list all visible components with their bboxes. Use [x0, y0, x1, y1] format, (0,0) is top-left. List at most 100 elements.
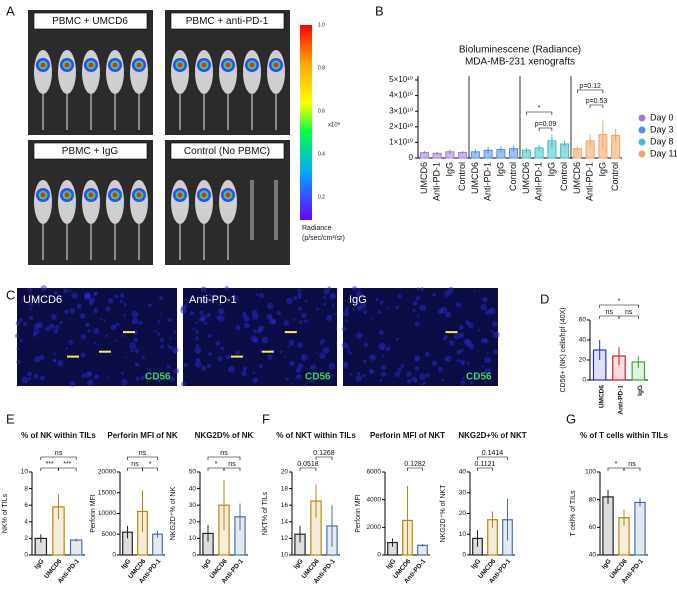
- colorbar-label: Radiance: [302, 225, 332, 232]
- colorbar-tick: 0.6: [318, 108, 325, 114]
- nucleus: [81, 373, 87, 379]
- y-tick-label: 20: [459, 510, 467, 517]
- nucleus: [121, 334, 124, 338]
- y-axis-label: NKG2D⁺% of NKT: [440, 484, 447, 542]
- nucleus: [134, 362, 140, 367]
- y-tick-label: 0: [462, 552, 466, 559]
- nucleus: [298, 320, 303, 325]
- y-axis-label: NKG2D⁺% of NK: [170, 486, 177, 540]
- nucleus: [196, 335, 199, 338]
- nucleus: [297, 288, 302, 293]
- nucleus: [119, 299, 124, 303]
- nucleus: [459, 332, 464, 337]
- y-tick-label: 4: [24, 519, 28, 526]
- nucleus: [241, 370, 247, 377]
- nucleus: [397, 367, 403, 372]
- nucleus: [484, 338, 489, 344]
- nucleus: [284, 356, 287, 359]
- nucleus: [71, 292, 78, 299]
- y-tick-label: 10: [21, 469, 29, 476]
- x-tick-label: IgG: [495, 162, 505, 177]
- nucleus: [341, 326, 347, 332]
- nucleus: [371, 317, 374, 320]
- nucleus: [298, 306, 302, 311]
- empty-tube: [250, 180, 254, 240]
- bracket: [477, 467, 493, 471]
- nucleus: [59, 320, 63, 325]
- legend-marker: [638, 138, 646, 146]
- nucleus: [331, 304, 335, 307]
- nucleus: [453, 332, 461, 340]
- nucleus: [412, 308, 416, 313]
- signal: [88, 62, 94, 68]
- nucleus: [348, 351, 352, 355]
- nucleus: [243, 322, 250, 329]
- nucleus: [258, 325, 265, 332]
- nucleus: [420, 383, 423, 386]
- nucleus: [378, 330, 384, 336]
- bracket: [623, 467, 641, 471]
- nucleus: [114, 294, 119, 299]
- nucleus: [195, 329, 200, 334]
- nucleus: [184, 364, 187, 367]
- chart-title: Perforin MFI of NKT: [370, 431, 445, 440]
- nucleus: [356, 291, 363, 298]
- nucleus: [54, 325, 60, 330]
- nucleus: [252, 313, 259, 321]
- y-tick-label: 100: [585, 469, 596, 476]
- nucleus: [285, 377, 289, 381]
- nucleus: [297, 292, 302, 297]
- nucleus: [448, 340, 455, 346]
- nucleus: [480, 303, 488, 311]
- nucleus: [283, 320, 290, 326]
- annotation: p=0.53: [586, 98, 608, 105]
- nucleus: [131, 310, 139, 318]
- x-tick-label: Anti-PD-1: [483, 162, 493, 201]
- colorbar-tick: 1.0: [318, 22, 325, 28]
- annotation: 0.1268: [313, 450, 335, 457]
- nucleus: [156, 332, 161, 336]
- nucleus: [225, 354, 231, 360]
- nucleus: [288, 339, 295, 346]
- nucleus: [94, 374, 100, 380]
- nucleus: [29, 307, 33, 310]
- y-tick-label: 4000: [367, 496, 382, 503]
- x-tick-label: Control: [610, 162, 620, 191]
- nucleus: [53, 329, 59, 334]
- nucleus: [276, 310, 281, 316]
- nucleus: [357, 372, 361, 376]
- nucleus: [431, 360, 438, 366]
- group-label-box: [33, 142, 148, 160]
- nucleus: [119, 293, 125, 298]
- nucleus: [103, 318, 106, 322]
- nucleus: [105, 334, 109, 338]
- nucleus: [400, 364, 405, 368]
- nucleus: [455, 302, 462, 308]
- nucleus: [224, 285, 229, 291]
- x-tick-label: IgG: [546, 162, 556, 177]
- nucleus: [28, 293, 32, 297]
- y-tick-label: 80: [589, 496, 597, 503]
- nucleus: [135, 376, 140, 381]
- nucleus: [52, 358, 57, 363]
- nucleus: [319, 340, 325, 345]
- nucleus: [363, 342, 369, 348]
- nucleus: [121, 371, 125, 375]
- annotation: *: [615, 461, 618, 468]
- nucleus: [290, 382, 293, 385]
- annotation: ***: [46, 461, 54, 468]
- bracket: [618, 315, 639, 319]
- x-tick-label: UMCD6: [470, 162, 480, 194]
- bracket: [538, 127, 553, 131]
- nucleus: [420, 287, 424, 291]
- nucleus: [316, 307, 319, 311]
- nucleus: [114, 339, 117, 343]
- x-tick-label: IgG: [120, 558, 132, 571]
- nucleus: [397, 294, 402, 299]
- annotation: ns: [628, 461, 636, 468]
- nucleus: [252, 377, 259, 384]
- nucleus: [69, 307, 76, 314]
- y-tick-label: 10: [459, 531, 467, 538]
- nucleus: [18, 317, 23, 322]
- bracket: [127, 456, 158, 460]
